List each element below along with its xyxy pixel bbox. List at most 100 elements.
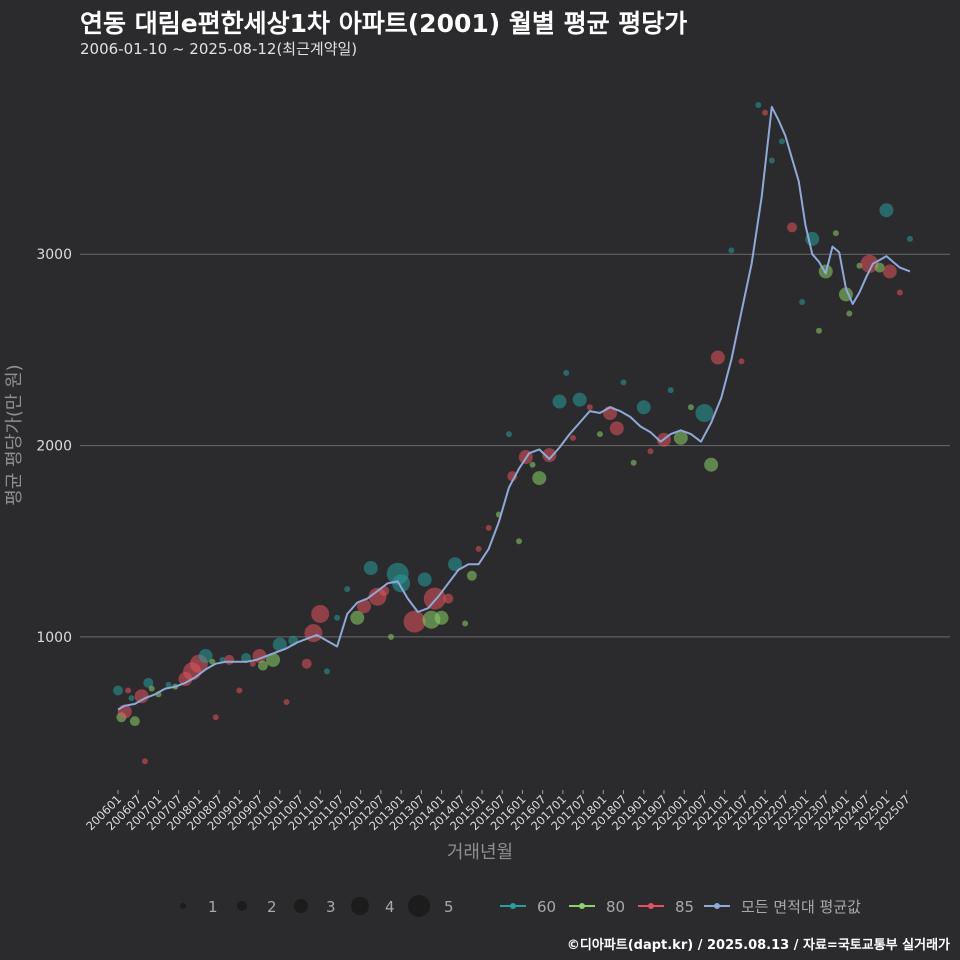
data-point [148,685,155,692]
series-legend-dot [579,903,585,909]
data-point [257,660,268,671]
source-caption: ©디아파트(dapt.kr) / 2025.08.13 / 자료=국토교통부 실… [566,938,950,953]
data-point [673,430,688,445]
data-point [738,358,745,365]
data-point [283,698,290,705]
data-point [529,461,536,468]
y-tick-label: 3000 [36,247,72,263]
data-point [636,400,651,415]
data-point [125,687,132,694]
x-axis-title: 거래년월 [447,842,513,863]
data-point [620,379,627,386]
data-point [532,471,547,486]
series-legend-label: 모든 면적대 평균값 [741,898,861,916]
size-legend-circle [180,903,186,909]
size-legend-label: 2 [267,898,277,916]
data-point [212,714,219,721]
grid-lines [80,253,950,638]
chart-subtitle: 2006-01-10 ~ 2025-08-12(최근계약일) [80,40,358,58]
size-legend-label: 5 [444,898,454,916]
series-legend-label: 85 [675,898,694,916]
series-legend-dot [714,903,720,909]
data-point [630,459,637,466]
size-legend-label: 1 [208,898,218,916]
data-point [832,230,839,237]
data-point [647,448,654,455]
size-legend-label: 3 [326,898,336,916]
data-point [466,570,477,581]
data-point [860,254,879,273]
data-point [728,247,735,254]
data-point [311,604,330,623]
data-point [134,689,149,704]
data-point [443,593,454,604]
y-axis-title: 평균 평당가(만 원) [4,364,25,505]
data-point [387,633,394,640]
series-legend-dot [510,903,516,909]
data-points [113,101,913,765]
data-point [128,695,135,702]
data-point [198,649,213,664]
y-tick-label: 2000 [36,439,72,455]
y-axis-ticks: 1000 2000 3000 [36,247,72,646]
size-legend-circle [237,901,247,911]
data-point [392,574,411,593]
data-point [403,610,426,633]
data-point [516,538,523,545]
data-point [417,572,432,587]
data-point [249,660,256,667]
data-point [301,658,312,669]
data-point [434,610,449,625]
data-point [778,138,785,145]
data-point [882,264,897,279]
data-point [357,599,372,614]
data-point [485,524,492,531]
average-line [117,105,911,711]
y-tick-label: 1000 [36,630,72,646]
data-point [334,614,341,621]
data-point [596,431,603,438]
size-legend-circle [351,897,369,915]
data-point [586,404,593,411]
data-point [907,235,913,242]
data-point [816,327,823,334]
size-legend-circle [294,899,308,913]
data-point [572,392,587,407]
data-point [475,545,482,552]
data-point [667,387,674,394]
data-point [462,620,469,627]
data-point [224,654,235,665]
data-point [236,687,243,694]
data-point [165,681,172,688]
data-point [704,457,719,472]
data-point [552,394,567,409]
data-point [762,109,769,116]
data-point [563,369,570,376]
x-axis-ticks: 2006012006072007012007072008012008072009… [83,790,913,833]
data-point [569,434,576,441]
series-legend-dot [648,903,654,909]
data-point [113,685,123,696]
data-point [768,157,775,164]
data-point [344,586,351,593]
data-point [799,299,806,306]
series-legend-label: 80 [606,898,625,916]
legend: 1 2 3 4 5 60 80 85 모든 면적대 평균값 [180,895,861,917]
data-point [209,658,216,665]
data-point [896,289,903,296]
data-point [609,421,624,436]
data-point [129,716,140,727]
data-point [266,652,281,667]
data-point [879,203,894,218]
data-point [272,637,287,652]
data-point [323,668,330,675]
data-point [710,350,725,365]
data-point [350,610,365,625]
data-point [448,557,463,572]
data-point [695,404,714,423]
chart-title: 연동 대림e편한세상1차 아파트(2001) 월별 평균 평당가 [80,9,688,38]
data-point [787,222,798,233]
data-point [687,404,694,411]
size-legend-circle [408,895,430,917]
data-point [874,262,885,273]
